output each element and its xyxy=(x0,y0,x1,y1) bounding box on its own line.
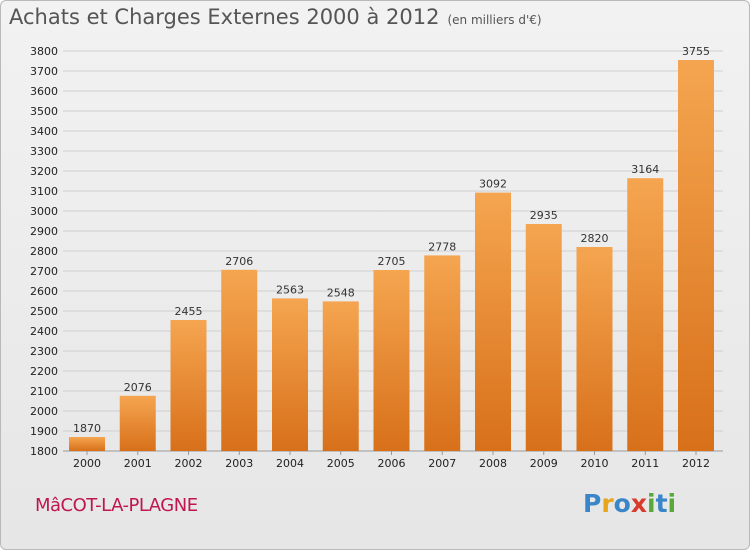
y-tick-label: 3000 xyxy=(30,205,58,218)
data-label-2008: 3092 xyxy=(479,178,507,191)
y-tick-label: 2700 xyxy=(30,265,58,278)
x-tick-label-2006: 2006 xyxy=(378,457,406,470)
bar-2002[interactable] xyxy=(170,320,207,451)
title-text: Achats et Charges Externes 2000 à 2012 xyxy=(9,5,440,29)
y-tick-label: 3200 xyxy=(30,165,58,178)
x-tick-label-2010: 2010 xyxy=(581,457,609,470)
bar-2001[interactable] xyxy=(119,395,156,451)
data-label-2007: 2778 xyxy=(428,240,456,253)
logo-letter: x xyxy=(630,489,647,518)
x-tick-label-2004: 2004 xyxy=(276,457,304,470)
x-tick-label-2002: 2002 xyxy=(175,457,203,470)
x-tick-label-2007: 2007 xyxy=(428,457,456,470)
logo-letter: r xyxy=(601,489,614,518)
data-label-2003: 2706 xyxy=(225,255,253,268)
logo-letter: i xyxy=(647,489,656,518)
data-label-2001: 2076 xyxy=(124,381,152,394)
chart-title: Achats et Charges Externes 2000 à 2012 (e… xyxy=(9,5,542,29)
y-tick-label: 2500 xyxy=(30,305,58,318)
y-tick-label: 2400 xyxy=(30,325,58,338)
data-label-2010: 2820 xyxy=(581,232,609,245)
bar-2010[interactable] xyxy=(576,247,613,451)
bar-2003[interactable] xyxy=(221,269,258,451)
x-tick-label-2011: 2011 xyxy=(631,457,659,470)
bar-2005[interactable] xyxy=(322,301,359,451)
logo-letter: P xyxy=(583,489,602,518)
y-tick-label: 3100 xyxy=(30,185,58,198)
data-label-2012: 3755 xyxy=(682,45,710,58)
y-tick-label: 3700 xyxy=(30,65,58,78)
x-axis: 2000 2001 2002 2003 2004 2005 2006 2007 2008 2009… xyxy=(73,451,710,470)
y-tick-label: 2100 xyxy=(30,385,58,398)
proxiti-logo[interactable]: Proxiti xyxy=(583,489,676,518)
bar-2006[interactable] xyxy=(373,270,410,451)
data-label-2005: 2548 xyxy=(327,286,355,299)
y-tick-label: 2900 xyxy=(30,225,58,238)
y-tick-label: 3600 xyxy=(30,85,58,98)
bars: 1870 2076 2455 2706 2563 2548 2705 2778 3092 2935… xyxy=(69,45,714,451)
y-tick-label: 3500 xyxy=(30,105,58,118)
y-tick-label: 2200 xyxy=(30,365,58,378)
data-label-2004: 2563 xyxy=(276,283,304,296)
x-tick-label-2012: 2012 xyxy=(682,457,710,470)
x-tick-label-2008: 2008 xyxy=(479,457,507,470)
x-tick-label-2009: 2009 xyxy=(530,457,558,470)
logo-letter: o xyxy=(613,489,631,518)
bar-2004[interactable] xyxy=(272,298,308,451)
data-label-2006: 2705 xyxy=(378,255,406,268)
y-tick-label: 1800 xyxy=(30,445,58,458)
chart-subtitle: (en milliers d'€) xyxy=(447,13,542,27)
x-tick-label-2005: 2005 xyxy=(327,457,355,470)
y-tick-label: 2800 xyxy=(30,245,58,258)
y-tick-label: 3800 xyxy=(30,45,58,58)
y-tick-label: 3300 xyxy=(30,145,58,158)
y-tick-label: 2600 xyxy=(30,285,58,298)
data-label-2011: 3164 xyxy=(631,163,659,176)
y-tick-label: 2000 xyxy=(30,405,58,418)
bar-2009[interactable] xyxy=(525,224,562,451)
bar-2000[interactable] xyxy=(69,437,105,451)
x-tick-label-2000: 2000 xyxy=(73,457,101,470)
logo-letter: i xyxy=(667,489,677,518)
commune-name: MâCOT-LA-PLAGNE xyxy=(35,495,198,516)
bar-2011[interactable] xyxy=(627,178,664,451)
y-tick-label: 2300 xyxy=(30,345,58,358)
data-label-2000: 1870 xyxy=(73,422,101,435)
y-tick-label: 3400 xyxy=(30,125,58,138)
bar-2008[interactable] xyxy=(475,192,511,451)
bar-2007[interactable] xyxy=(424,255,461,451)
data-label-2002: 2455 xyxy=(175,305,203,318)
bar-2012[interactable] xyxy=(678,60,714,451)
x-tick-label-2001: 2001 xyxy=(124,457,152,470)
y-tick-label: 1900 xyxy=(30,425,58,438)
logo-letter: t xyxy=(655,489,668,518)
data-label-2009: 2935 xyxy=(530,209,558,222)
x-tick-label-2003: 2003 xyxy=(225,457,253,470)
